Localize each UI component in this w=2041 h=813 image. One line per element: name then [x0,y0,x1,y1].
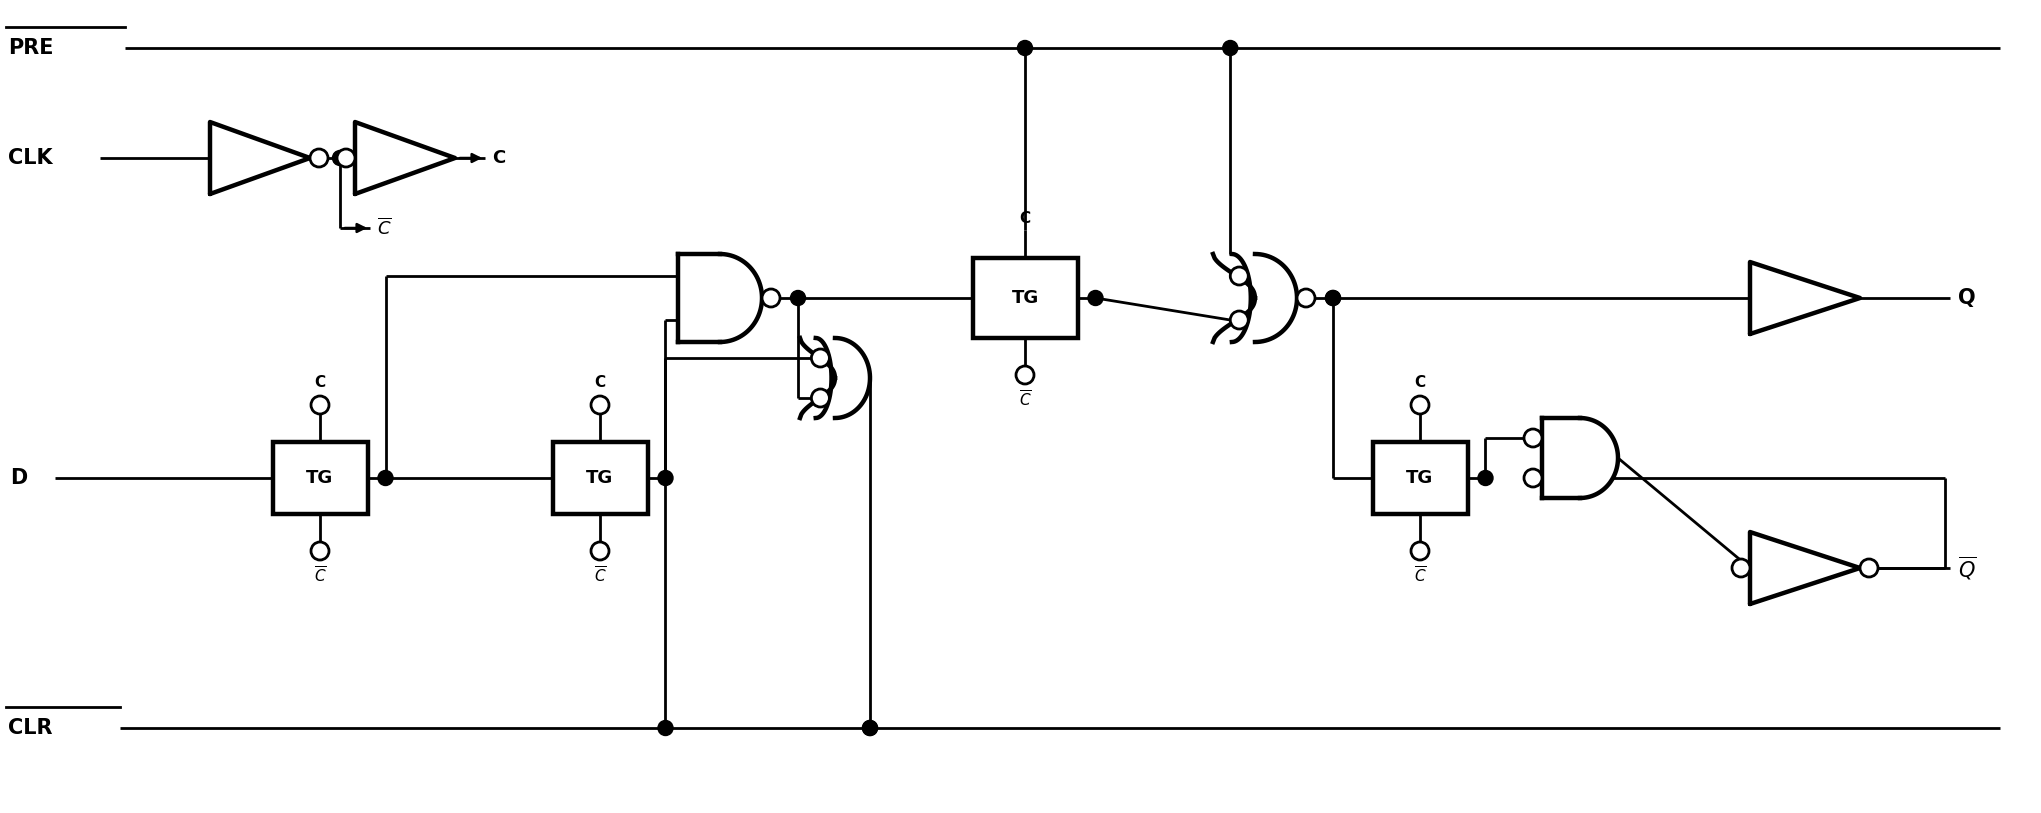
Circle shape [1296,289,1314,307]
Polygon shape [678,254,761,342]
Circle shape [333,150,347,166]
Text: TG: TG [586,469,614,487]
Text: TG: TG [1406,469,1433,487]
Circle shape [1733,559,1749,577]
Circle shape [812,349,829,367]
Circle shape [1859,559,1878,577]
Text: $\overline{C}$: $\overline{C}$ [314,566,327,586]
Text: C: C [1018,211,1031,226]
Polygon shape [1543,418,1619,498]
Circle shape [1325,290,1341,306]
Text: $\overline{C}$: $\overline{C}$ [378,218,392,238]
Circle shape [310,396,329,414]
Text: CLR: CLR [8,718,53,738]
Circle shape [592,542,608,560]
Circle shape [657,720,674,736]
Bar [273,442,367,514]
Circle shape [863,720,878,736]
Text: C: C [492,149,506,167]
Circle shape [1325,290,1341,306]
Text: $\overline{Q}$: $\overline{Q}$ [1957,554,1976,582]
Circle shape [1410,396,1429,414]
Circle shape [310,149,329,167]
Polygon shape [1749,262,1859,334]
Circle shape [1525,429,1543,447]
Circle shape [790,290,806,306]
Text: C: C [314,375,327,390]
Polygon shape [1212,254,1296,342]
Circle shape [1231,267,1249,285]
Polygon shape [210,122,310,194]
Bar [1372,442,1467,514]
Circle shape [378,471,394,485]
Text: TG: TG [306,469,333,487]
Circle shape [1016,366,1035,384]
Text: PRE: PRE [8,38,53,58]
Circle shape [657,471,674,485]
Circle shape [310,542,329,560]
Circle shape [592,396,608,414]
Polygon shape [800,338,869,418]
Text: TG: TG [1012,289,1039,307]
Text: D: D [10,468,27,488]
Text: CLK: CLK [8,148,53,168]
Circle shape [761,289,780,307]
Circle shape [1525,469,1543,487]
Circle shape [863,720,878,736]
Text: $\overline{C}$: $\overline{C}$ [1414,566,1427,586]
Circle shape [1223,41,1237,55]
Circle shape [1410,542,1429,560]
Text: Q: Q [1957,288,1976,308]
Circle shape [1018,41,1033,55]
Bar [972,258,1078,338]
Circle shape [337,149,355,167]
Circle shape [1231,311,1249,329]
Text: C: C [1414,375,1425,390]
Circle shape [1478,471,1494,485]
Polygon shape [1749,532,1859,604]
Bar [553,442,647,514]
Text: $\overline{C}$: $\overline{C}$ [594,566,606,586]
Text: C: C [594,375,606,390]
Polygon shape [355,122,455,194]
Circle shape [1088,290,1102,306]
Circle shape [812,389,829,407]
Text: $\overline{C}$: $\overline{C}$ [1018,390,1031,410]
